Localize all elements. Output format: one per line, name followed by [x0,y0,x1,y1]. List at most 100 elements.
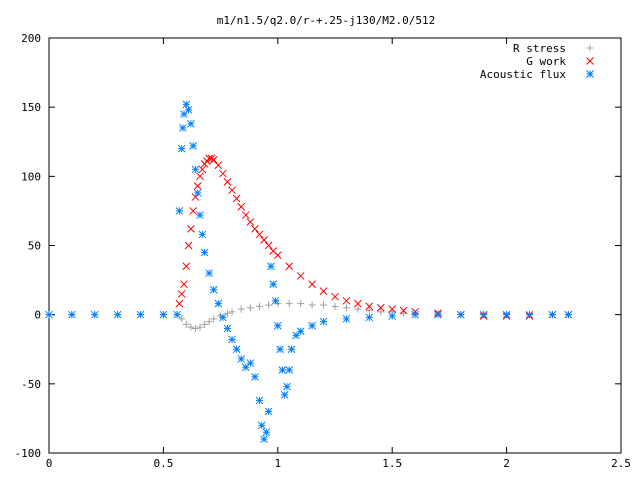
y-tick-label: 50 [28,240,41,253]
data-point [308,280,316,289]
data-point [276,345,284,354]
data-point [68,310,76,319]
y-tick-label: 200 [21,32,41,45]
data-point [209,155,218,164]
data-point [399,306,408,315]
data-point [246,218,255,226]
data-point [365,302,374,311]
data-point [214,161,223,170]
data-point [191,165,200,174]
data-point [173,310,181,319]
x-tick-label: 0.5 [153,457,173,470]
data-point [376,303,385,312]
data-point [255,230,264,239]
legend-marker [586,57,594,65]
data-point [267,262,275,271]
data-point [45,310,53,319]
data-point [205,318,213,326]
legend-label: Acoustic flux [480,68,566,81]
data-point [271,296,280,305]
data-point [228,308,236,316]
data-point [285,262,294,271]
series-g-work [175,154,573,320]
data-point [207,154,216,163]
data-point [90,310,99,319]
data-point [223,309,231,317]
data-point [180,280,188,289]
y-tick-label: -50 [21,378,41,391]
data-point [113,310,122,319]
data-point [232,194,241,203]
chart-title: m1/n1.5/q2.0/r-+.25-j130/M2.0/512 [217,14,436,27]
x-tick-label: 0 [46,457,53,470]
data-point [187,323,195,331]
data-point [191,325,199,332]
data-point [228,186,236,195]
data-point [319,317,328,326]
data-point [209,285,218,294]
data-point [177,144,186,153]
data-point [264,241,273,250]
data-point [184,241,193,250]
data-point [205,269,214,278]
data-point [178,315,186,323]
data-point [184,106,193,114]
legend-label: G work [526,55,566,68]
data-point [241,211,250,219]
data-point [548,310,557,319]
data-point [308,301,316,309]
legend-marker [586,70,594,78]
data-point [182,100,191,109]
data-point [178,124,187,132]
data-point [365,313,374,322]
data-point [479,310,488,319]
data-point [342,304,350,312]
data-point [159,310,168,319]
data-point [564,310,573,319]
data-series [45,100,573,444]
data-point [198,230,207,239]
data-point [342,314,351,323]
data-point [331,302,339,310]
data-point [187,119,195,128]
data-point [198,165,207,174]
legend-label: R stress [513,42,566,55]
data-point [262,428,271,437]
data-point [201,320,209,328]
data-point [255,302,263,310]
data-point [175,207,184,215]
data-point [308,321,316,330]
y-tick-label: -100 [15,447,42,460]
x-tick-label: 1 [274,457,281,470]
data-point [257,421,266,430]
data-point [283,382,291,391]
data-point [241,363,250,372]
data-point [287,345,296,354]
data-point [187,225,195,233]
data-point [269,280,278,289]
data-point [502,310,511,319]
data-point [180,110,188,118]
data-point [214,299,223,308]
data-point [205,154,214,163]
y-tick-label: 100 [21,170,41,183]
data-point [196,323,204,331]
data-point [189,142,197,150]
series-r-stress [45,300,572,332]
data-point [273,251,282,260]
data-point [354,299,362,308]
data-point [193,182,202,190]
data-point [210,315,218,323]
data-point [411,310,419,319]
data-point [278,366,287,374]
data-point [331,292,339,301]
data-point [377,308,385,316]
data-point [354,305,362,313]
x-axis: 0 0.5 1 1.5 2 2.5 [46,38,631,470]
data-point [189,207,197,215]
data-point [297,300,305,308]
data-point [177,290,186,298]
data-point [260,236,268,244]
y-axis: -100 -50 0 50 100 150 200 [15,32,621,460]
data-point [228,335,236,344]
